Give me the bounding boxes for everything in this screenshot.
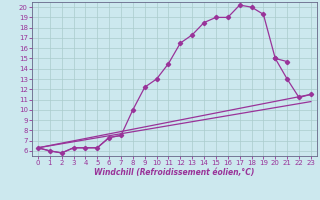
X-axis label: Windchill (Refroidissement éolien,°C): Windchill (Refroidissement éolien,°C): [94, 168, 255, 177]
